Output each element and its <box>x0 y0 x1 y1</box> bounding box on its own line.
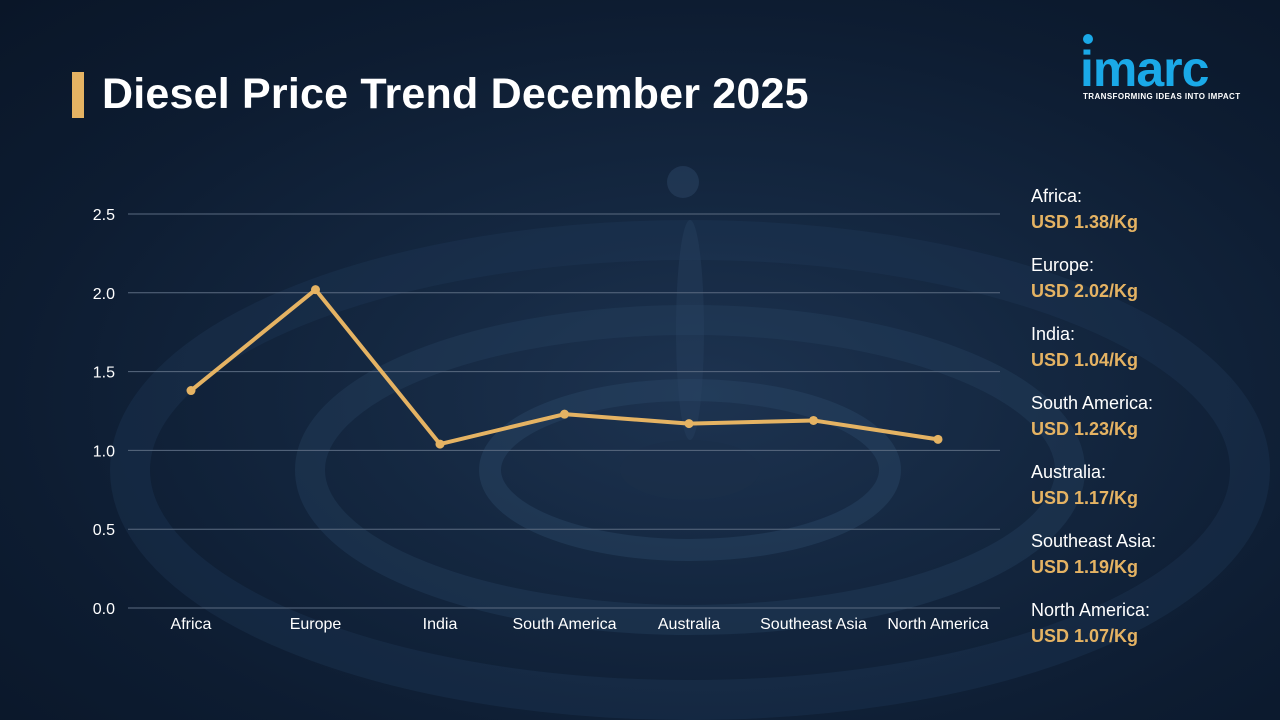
title-accent-bar <box>72 71 84 118</box>
series-points <box>186 285 943 449</box>
x-tick-label: Australia <box>658 616 720 633</box>
imarc-logo: imarc TRANSFORMING IDEAS INTO IMPACT <box>1080 32 1250 104</box>
logo-tagline: TRANSFORMING IDEAS INTO IMPACT <box>1083 92 1241 101</box>
y-tick-label: 2.5 <box>93 207 115 224</box>
page-title: Diesel Price Trend December 2025 <box>102 70 809 118</box>
logo-wordmark: imarc <box>1080 41 1209 97</box>
legend-region-label: Africa: <box>1031 186 1083 206</box>
legend-item: India: USD 1.04/Kg <box>1031 322 1271 391</box>
logo-dot-icon <box>1083 34 1093 44</box>
series-line <box>189 287 939 447</box>
legend-item: Europe: USD 2.02/Kg <box>1031 253 1271 322</box>
data-point <box>435 439 445 449</box>
legend-price-value: USD 1.19/Kg <box>1031 557 1139 577</box>
legend-region-label: India: <box>1031 324 1076 344</box>
legend-price-value: USD 1.04/Kg <box>1031 350 1139 370</box>
legend-region-label: Southeast Asia: <box>1031 531 1157 551</box>
legend-item: Africa: USD 1.38/Kg <box>1031 184 1271 253</box>
x-tick-label: North America <box>887 616 988 633</box>
data-point <box>560 409 569 419</box>
data-point <box>809 415 818 425</box>
legend-price-value: USD 1.07/Kg <box>1031 626 1139 646</box>
data-point <box>186 386 196 396</box>
legend-region-label: Australia: <box>1031 462 1107 482</box>
x-axis-ticks: Africa Europe India South America Australia S… <box>171 616 989 633</box>
legend-price-value: USD 1.38/Kg <box>1031 212 1139 232</box>
x-tick-label: South America <box>512 616 616 633</box>
legend-price-value: USD 1.17/Kg <box>1031 488 1139 508</box>
title-group: Diesel Price Trend December 2025 <box>72 70 809 119</box>
legend-region-label: South America: <box>1031 393 1154 413</box>
x-tick-label: Europe <box>290 616 342 633</box>
x-tick-label: Southeast Asia <box>760 616 867 633</box>
x-tick-label: Africa <box>171 616 212 633</box>
legend-region-label: Europe: <box>1031 255 1095 275</box>
x-tick-label: India <box>423 616 458 633</box>
legend-price-value: USD 2.02/Kg <box>1031 281 1139 301</box>
legend-price-value: USD 1.23/Kg <box>1031 419 1139 439</box>
y-tick-label: 1.0 <box>93 443 115 460</box>
value-legend: Africa: USD 1.38/Kg Europe: USD 2.02/Kg Indi… <box>1031 184 1271 667</box>
data-point <box>684 419 694 429</box>
legend-item: Southeast Asia: USD 1.19/Kg <box>1031 529 1271 598</box>
y-tick-label: 2.0 <box>93 286 115 303</box>
data-point <box>933 434 943 444</box>
legend-item: Australia: USD 1.17/Kg <box>1031 460 1271 529</box>
y-tick-label: 1.5 <box>93 365 115 382</box>
legend-item: North America: USD 1.07/Kg <box>1031 598 1271 667</box>
legend-item: South America: USD 1.23/Kg <box>1031 391 1271 460</box>
y-axis-ticks: 0.0 0.5 1.0 1.5 2.0 2.5 <box>93 207 115 618</box>
chart-gridlines <box>128 213 1000 609</box>
data-point <box>311 285 320 295</box>
y-tick-label: 0.5 <box>93 522 115 539</box>
legend-region-label: North America: <box>1031 600 1151 620</box>
price-line <box>189 287 939 447</box>
y-tick-label: 0.0 <box>93 601 115 618</box>
